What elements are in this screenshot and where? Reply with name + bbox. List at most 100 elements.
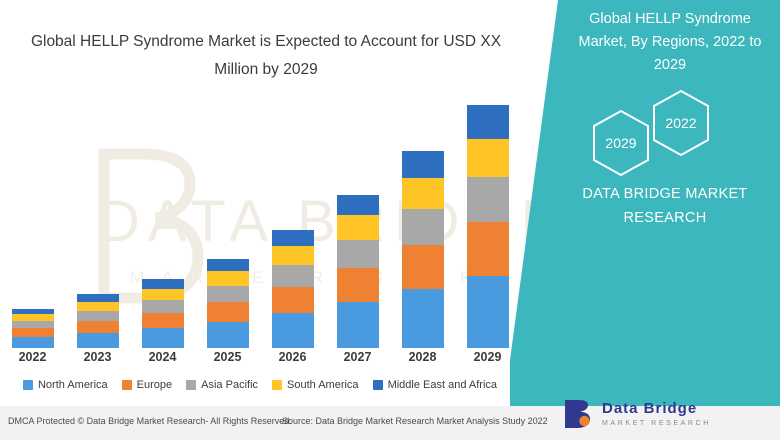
right-panel-brand: DATA BRIDGE MARKET RESEARCH <box>582 186 748 226</box>
bar-segment <box>336 268 379 302</box>
right-panel-background <box>510 0 780 440</box>
bar-column <box>195 96 260 348</box>
bar-segment <box>76 310 119 321</box>
bar-segment <box>271 264 314 287</box>
legend-label: Asia Pacific <box>201 379 259 391</box>
chart-title: Global HELLP Syndrome Market is Expected… <box>30 33 502 78</box>
stacked-bar <box>206 259 249 348</box>
footer-source: Source: Data Bridge Market Research Mark… <box>282 416 548 426</box>
bar-segment <box>206 321 249 348</box>
bar-column <box>325 96 390 348</box>
legend-swatch <box>121 380 132 390</box>
stacked-bar <box>401 150 444 348</box>
legend-label: North America <box>37 379 108 391</box>
bar-segment <box>271 286 314 313</box>
legend-item[interactable]: North America <box>22 379 108 391</box>
x-axis-tick-label: 2028 <box>408 350 437 364</box>
bar-segment <box>206 285 249 302</box>
legend-item[interactable]: Asia Pacific <box>186 379 258 391</box>
stacked-bar <box>466 104 509 348</box>
stacked-bar <box>336 194 379 348</box>
bar-segment <box>466 177 509 223</box>
data-bridge-mark-icon <box>560 397 594 431</box>
legend-label: South America <box>287 379 359 391</box>
bar-segment <box>466 138 509 178</box>
bar-segment <box>466 275 509 348</box>
bar-segment <box>271 312 314 348</box>
hexagon-2022-label: 2022 <box>665 115 697 131</box>
data-bridge-subtitle: MARKET RESEARCH <box>602 419 711 427</box>
bar-column <box>130 96 195 348</box>
x-axis-tick-label: 2029 <box>473 350 502 364</box>
bar-segment <box>141 299 184 313</box>
bar-segment <box>11 328 54 338</box>
data-bridge-wordmark: Data Bridge MARKET RESEARCH <box>602 401 711 427</box>
bar-column <box>65 96 130 348</box>
bar-segment <box>336 301 379 348</box>
legend-item[interactable]: Europe <box>121 379 173 391</box>
stacked-bar <box>76 294 119 348</box>
bar-segment <box>336 194 379 216</box>
bar-segment <box>401 208 444 246</box>
hexagon-2029: 2029 <box>590 108 652 178</box>
legend-swatch <box>272 380 283 390</box>
x-axis-tick-label: 2024 <box>148 350 177 364</box>
x-axis-tick-label: 2027 <box>343 350 372 364</box>
bar-segment <box>11 337 54 348</box>
bar-segment <box>401 178 444 209</box>
bar-column <box>260 96 325 348</box>
stacked-bar <box>271 229 314 348</box>
bar-segment <box>466 222 509 276</box>
hexagon-2022: 2022 <box>650 88 712 158</box>
x-axis-labels: 2022 2023 2024 2025 2026 2027 2028 2029 <box>0 350 520 372</box>
bar-segment <box>76 320 119 333</box>
x-axis-tick-label: 2022 <box>18 350 47 364</box>
bar-segment <box>401 245 444 289</box>
bar-segment <box>206 302 249 322</box>
bar-column <box>0 96 65 348</box>
bar-column <box>455 96 520 348</box>
bar-columns <box>0 96 520 348</box>
bar-column <box>390 96 455 348</box>
bar-segment <box>76 302 119 311</box>
bar-segment <box>206 259 249 272</box>
hexagon-2029-label: 2029 <box>605 135 637 151</box>
right-panel: Global HELLP Syndrome Market, By Regions… <box>510 0 780 440</box>
right-panel-title: Global HELLP Syndrome Market, By Regions… <box>578 11 762 73</box>
chart-legend: North America Europe Asia Pacific South Ame… <box>0 375 520 395</box>
stacked-bar <box>11 308 54 348</box>
bar-segment <box>76 294 119 303</box>
data-bridge-title: Data Bridge <box>602 399 698 417</box>
legend-swatch <box>22 380 33 390</box>
bar-segment <box>401 150 444 179</box>
legend-label: Europe <box>136 379 173 391</box>
legend-label: Middle East and Africa <box>387 379 498 391</box>
x-axis-tick-label: 2023 <box>83 350 112 364</box>
x-axis-tick-label: 2025 <box>213 350 242 364</box>
legend-swatch <box>372 380 383 390</box>
bar-segment <box>11 308 54 315</box>
bar-segment <box>76 332 119 348</box>
stacked-bar <box>141 279 184 348</box>
bar-segment <box>141 328 184 348</box>
footer-copyright: DMCA Protected © Data Bridge Market Rese… <box>8 416 292 426</box>
bar-segment <box>206 271 249 286</box>
hexagon-group: 2029 2022 <box>582 89 762 177</box>
bar-segment <box>336 239 379 269</box>
bar-segment <box>271 229 314 247</box>
legend-swatch <box>186 380 197 390</box>
data-bridge-logo: Data Bridge MARKET RESEARCH <box>560 388 772 440</box>
footer-bar: DMCA Protected © Data Bridge Market Rese… <box>0 400 780 440</box>
bar-segment <box>141 288 184 300</box>
bar-segment <box>11 314 54 321</box>
bar-segment <box>141 312 184 329</box>
bar-segment <box>11 320 54 329</box>
legend-item[interactable]: South America <box>272 379 359 391</box>
bar-segment <box>141 279 184 289</box>
bar-chart <box>0 96 520 348</box>
bar-segment <box>336 215 379 240</box>
bar-segment <box>271 246 314 265</box>
x-axis-tick-label: 2026 <box>278 350 307 364</box>
legend-item[interactable]: Middle East and Africa <box>372 379 498 391</box>
